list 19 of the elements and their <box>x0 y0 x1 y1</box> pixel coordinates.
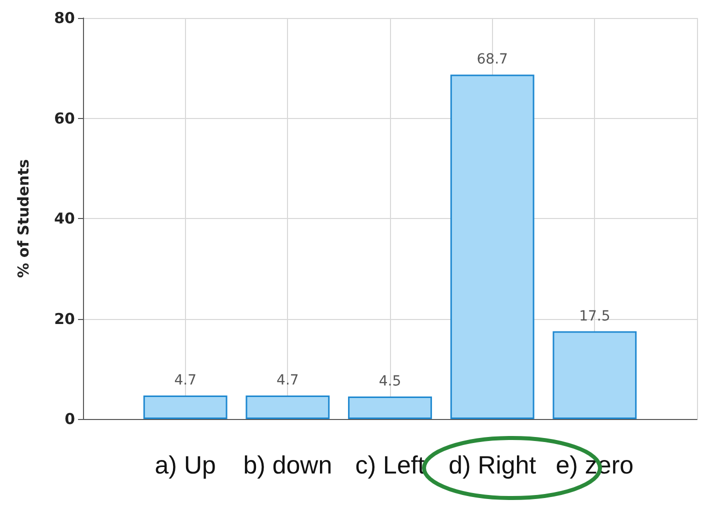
x-tick-label: b) down <box>243 452 332 480</box>
bar <box>552 331 637 419</box>
y-tick-label: 0 <box>64 410 75 428</box>
bar <box>246 395 330 419</box>
data-label: 4.7 <box>174 372 196 388</box>
bar <box>450 74 534 419</box>
data-label: 4.5 <box>378 373 402 390</box>
y-tick-label: 80 <box>54 9 75 27</box>
data-label: 17.5 <box>579 308 610 324</box>
bar <box>348 396 432 419</box>
y-tick-label: 60 <box>54 109 75 128</box>
data-label: 68.7 <box>476 52 508 68</box>
y-axis-title: % of Students <box>14 159 32 278</box>
x-tick-label: a) Up <box>154 452 216 480</box>
x-tick-label: d) Right <box>448 452 536 480</box>
data-label: 4.7 <box>276 372 299 388</box>
y-tick-label: 40 <box>54 210 75 228</box>
bar <box>143 395 228 419</box>
y-tick-label: 20 <box>54 310 75 328</box>
